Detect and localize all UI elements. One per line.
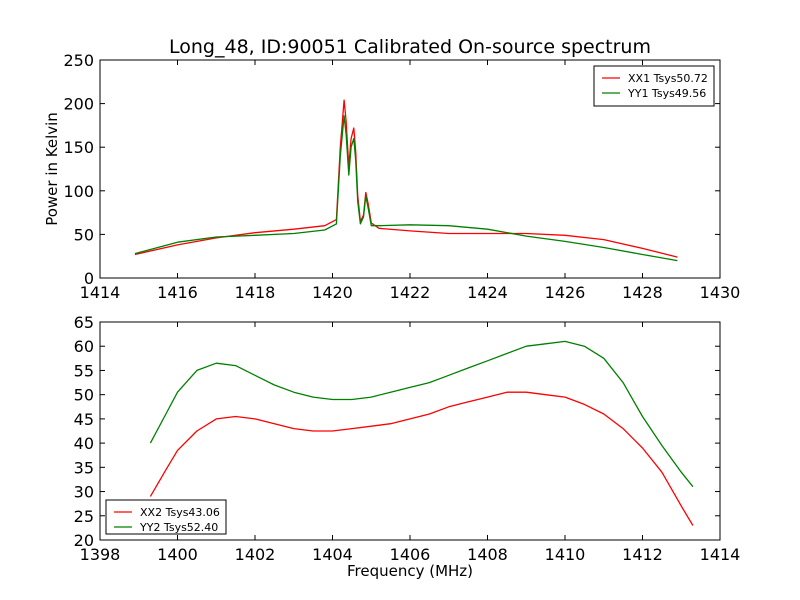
x-tick-label: 1422: [390, 283, 431, 302]
y-tick-label: 60: [74, 337, 94, 356]
x-tick-label: 1430: [700, 283, 741, 302]
x-axis-label: Frequency (MHz): [347, 562, 473, 580]
y-tick-label: 65: [74, 313, 94, 332]
legend: XX1 Tsys50.72 YY1 Tsys49.56: [593, 65, 715, 107]
series-line-0: [149, 391, 694, 526]
x-tick-label: 1418: [235, 283, 276, 302]
x-tick-label: 1402: [235, 545, 276, 564]
y-tick-label: 25: [74, 507, 94, 526]
x-tick-label: 1420: [312, 283, 353, 302]
legend: XX2 Tsys43.06 YY2 Tsys52.40: [105, 499, 227, 535]
x-tick-label: 1404: [312, 545, 353, 564]
y-tick-label: 50: [74, 225, 94, 244]
y-tick-label: 55: [74, 361, 94, 380]
x-tick-label: 1412: [622, 545, 663, 564]
series-line-1: [149, 340, 694, 488]
y-tick-label: 20: [74, 531, 94, 550]
legend-box: [105, 499, 227, 535]
x-tick-label: 1426: [545, 283, 586, 302]
x-tick-label: 1406: [390, 545, 431, 564]
chart-title: Long_48, ID:90051 Calibrated On-source s…: [169, 36, 651, 58]
x-tick-label: 1428: [622, 283, 663, 302]
y-tick-label: 30: [74, 483, 94, 502]
y-tick-label: 200: [63, 95, 94, 114]
y-tick-label: 250: [63, 51, 94, 70]
legend-box: [593, 65, 715, 107]
x-tick-label: 1414: [80, 283, 121, 302]
legend-label: YY1 Tsys49.56: [627, 87, 706, 100]
x-tick-label: 1424: [467, 283, 508, 302]
y-tick-label: 0: [84, 269, 94, 288]
y-tick-label: 50: [74, 386, 94, 405]
y-tick-label: 150: [63, 138, 94, 157]
y-axis-label: Power in Kelvin: [43, 112, 61, 226]
y-tick-label: 35: [74, 458, 94, 477]
y-tick-label: 100: [63, 182, 94, 201]
x-tick-label: 1398: [80, 545, 121, 564]
bottom-panel: 1398 1400 1402 1404 1406 1408 1410 1412 1414 20 25…: [74, 313, 741, 564]
x-tick-label: 1414: [700, 545, 741, 564]
y-tick-label: 45: [74, 410, 94, 429]
x-tick-label: 1410: [545, 545, 586, 564]
top-panel: 1414 1416 1418 1420 1422 1424 1426 1428 1430 0 50 1…: [63, 51, 740, 302]
legend-label: XX1 Tsys50.72: [628, 72, 708, 85]
legend-label: YY2 Tsys52.40: [139, 521, 218, 534]
x-tick-label: 1416: [157, 283, 198, 302]
legend-label: XX2 Tsys43.06: [140, 506, 220, 519]
x-tick-label: 1400: [157, 545, 198, 564]
x-tick-label: 1408: [467, 545, 508, 564]
series-line-1: [134, 115, 678, 262]
y-tick-label: 40: [74, 434, 94, 453]
series-line-0: [134, 99, 678, 258]
